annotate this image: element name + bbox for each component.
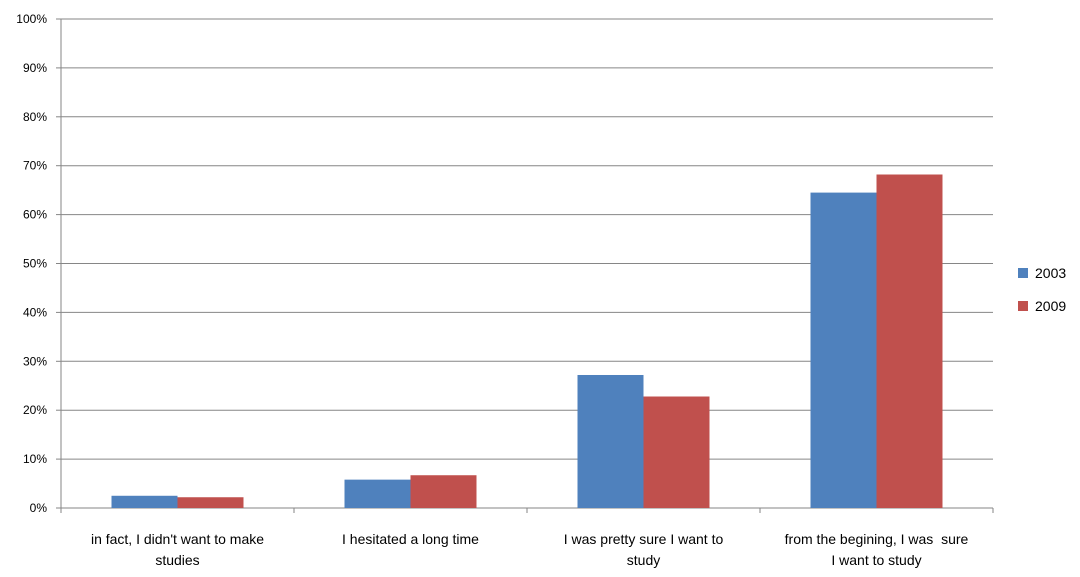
- legend-label-2003: 2003: [1035, 265, 1066, 281]
- bar-2003-0: [111, 495, 178, 508]
- y-tick-label: 80%: [23, 110, 47, 124]
- legend-swatch-2009: [1018, 301, 1028, 311]
- x-category-label: in fact, I didn't want to make: [91, 531, 264, 547]
- y-tick-label: 50%: [23, 257, 47, 271]
- bar-2003-2: [577, 374, 644, 508]
- y-tick-label: 100%: [16, 12, 47, 26]
- x-category-label: study: [627, 552, 660, 568]
- bar-2009-1: [410, 475, 477, 508]
- x-category-label: from the begining, I was sure: [785, 531, 969, 547]
- y-tick-label: 70%: [23, 159, 47, 173]
- y-tick-label: 10%: [23, 452, 47, 466]
- bar-2003-3: [810, 192, 877, 508]
- x-category-label: I want to study: [831, 552, 921, 568]
- y-tick-label: 30%: [23, 354, 47, 368]
- y-tick-label: 20%: [23, 403, 47, 417]
- y-tick-label: 0%: [30, 501, 48, 515]
- x-category-label: studies: [155, 552, 199, 568]
- bar-2003-1: [344, 479, 411, 508]
- bar-2009-3: [876, 174, 943, 508]
- legend-label-2009: 2009: [1035, 298, 1066, 314]
- legend-swatch-2003: [1018, 268, 1028, 278]
- x-category-label: I was pretty sure I want to: [564, 531, 724, 547]
- y-tick-label: 60%: [23, 208, 47, 222]
- bar-2009-2: [643, 396, 710, 508]
- y-tick-label: 40%: [23, 305, 47, 319]
- x-category-label: I hesitated a long time: [342, 531, 479, 547]
- y-tick-label: 90%: [23, 61, 47, 75]
- bar-2009-0: [177, 497, 244, 508]
